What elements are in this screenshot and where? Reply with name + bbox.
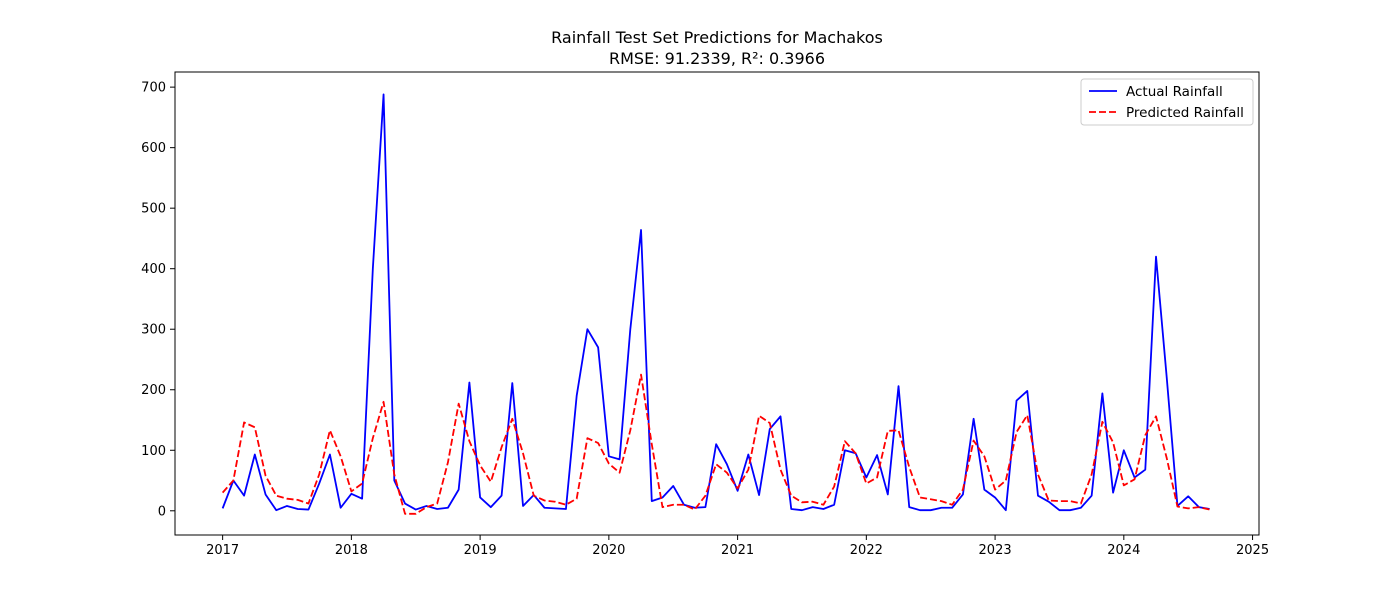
chart-subtitle: RMSE: 91.2339, R²: 0.3966	[609, 49, 825, 68]
plot-frame	[174, 71, 1260, 536]
y-tick-label: 400	[141, 262, 166, 277]
x-tick-label: 2025	[1236, 543, 1269, 558]
x-tick-label: 2022	[850, 543, 883, 558]
y-tick-label: 0	[158, 504, 166, 519]
x-tick-label: 2017	[206, 543, 239, 558]
legend-box	[1080, 78, 1254, 126]
x-tick-label: 2018	[335, 543, 368, 558]
legend-label-actual: Actual Rainfall	[1126, 84, 1223, 100]
y-tick-label: 200	[141, 383, 166, 398]
y-tick-label: 100	[141, 444, 166, 459]
series-line-actual	[221, 93, 1210, 512]
x-tick-label: 2021	[721, 543, 754, 558]
legend-label-predicted: Predicted Rainfall	[1126, 105, 1244, 121]
chart-title: Rainfall Test Set Predictions for Machak…	[551, 28, 883, 47]
series-line-predicted	[221, 373, 1210, 515]
y-tick-label: 500	[141, 202, 166, 217]
y-tick-label: 600	[141, 141, 166, 156]
x-tick-label: 2020	[592, 543, 625, 558]
y-tick-label: 700	[141, 81, 166, 96]
plot-area: 2017 2018 2019 2020 2021 2022 2023 2024 2025 0 100…	[141, 71, 1269, 558]
y-tick-label: 300	[141, 323, 166, 338]
x-tick-label: 2023	[979, 543, 1012, 558]
x-tick-label: 2019	[464, 543, 497, 558]
x-tick-label: 2024	[1107, 543, 1140, 558]
